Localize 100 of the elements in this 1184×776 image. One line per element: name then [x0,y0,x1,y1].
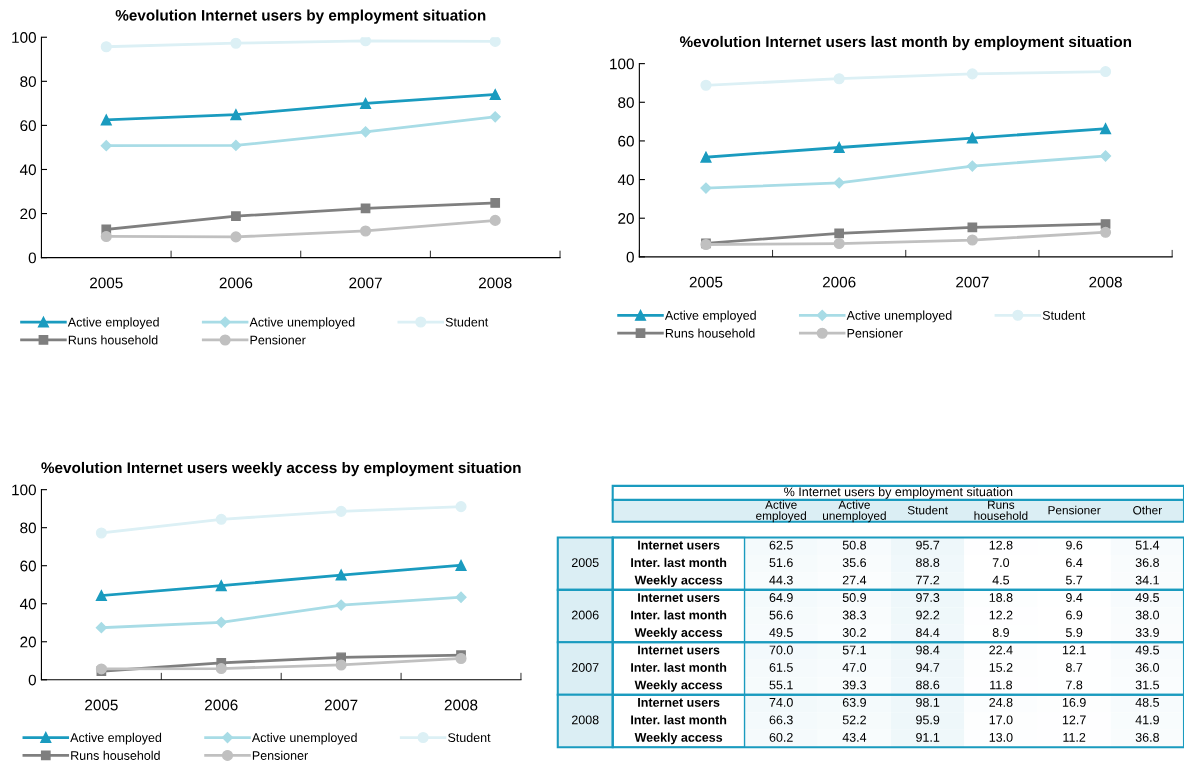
y-tick-label: 0 [626,251,634,263]
data-label: 56.6 [769,610,793,620]
y-tick-label: 40 [19,598,36,610]
data-label: 15.2 [989,663,1013,672]
data-label: 51.6 [769,558,793,568]
x-tick-label: 2006 [205,699,238,711]
data-label: 4.5 [992,575,1010,585]
data-label: 6.9 [1066,610,1083,620]
data-label: 5.9 [1065,628,1083,637]
data-label: 12.2 [989,610,1013,620]
data-label: 74.0 [769,698,793,707]
data-label: 38.0 [1135,610,1160,620]
data-label: 48.5 [1135,698,1160,707]
data-label: 17.0 [989,715,1013,725]
legend-label: Active unemployed [249,317,355,330]
y2-tick-label: 2008 [571,715,599,725]
x-tick-label: 2008 [444,699,478,711]
legend-label: Student [445,317,489,327]
data-label: 57.1 [842,645,866,655]
data-label: 52.2 [842,715,866,725]
data-label: 51.4 [1135,540,1160,550]
y-tick-label: Inter. last month [631,610,727,620]
legend-label: Active employed [664,310,756,323]
data-label: 9.4 [1066,593,1083,602]
legend-label: Pensioner [847,328,903,338]
y-tick-label: 60 [20,120,36,132]
y-tick-label: Internet users [638,645,720,655]
x-tick-label: 2005 [689,276,723,288]
data-label: 8.7 [1065,663,1083,672]
data-label: 66.3 [769,715,793,725]
data-label: 50.8 [842,540,867,550]
x-tick-label: 2007 [956,276,989,288]
data-label: 9.6 [1066,540,1083,550]
data-label: 34.1 [1135,575,1159,585]
legend-label: Student [1042,310,1086,320]
y-tick-label: Internet users [638,593,720,602]
data-label: 98.1 [916,698,940,707]
data-label: 18.8 [989,593,1013,602]
data-label: 24.8 [989,698,1013,707]
data-label: 36.8 [1135,732,1159,742]
legend-label: Runs household [665,328,755,338]
y-tick-label: 100 [12,32,36,43]
data-label: 95.7 [916,540,940,550]
data-label: 30.2 [842,628,866,637]
chart-title: % Internet users by employment situation [784,487,1013,499]
x-tick-label: 2008 [1089,276,1122,288]
y2-tick-label: 2007 [571,663,599,672]
data-label: 38.3 [842,610,867,620]
y-tick-label: 0 [28,674,36,686]
data-label: 92.2 [916,610,940,620]
legend-label: Student [448,732,491,743]
x-tick-label: 2006 [822,276,856,288]
data-label: 36.0 [1135,663,1160,672]
data-label: 88.6 [916,680,940,690]
data-label: 6.4 [1066,558,1083,568]
x-tick-label: Student [907,505,948,515]
legend-label: Pensioner [252,750,308,760]
data-label: 94.7 [916,663,940,672]
data-label: 60.2 [769,732,793,742]
data-label: 39.3 [842,680,867,690]
x-tick-label: Other [1133,505,1162,515]
data-label: 12.8 [989,540,1013,550]
data-label: 98.4 [916,645,940,655]
data-label: 55.1 [769,680,793,690]
x-tick-label: 2007 [349,277,382,289]
y-tick-label: 80 [618,97,634,108]
data-label: 61.5 [769,663,793,672]
y-tick-label: 40 [19,164,36,176]
data-label: 88.8 [916,558,940,568]
data-label: 97.3 [916,593,940,602]
y-tick-label: 0 [28,252,36,264]
data-label: 70.0 [769,645,793,655]
data-label: 7.0 [992,558,1010,568]
data-label: 77.2 [916,575,940,585]
y-tick-label: 100 [610,58,634,70]
data-label: 13.0 [989,732,1013,742]
data-label: 35.6 [842,558,867,568]
x-tick-label: 2008 [478,277,512,289]
x-tick-label: Runs household [974,500,1028,520]
data-label: 47.0 [842,663,867,672]
data-label: 11.8 [990,680,1013,690]
data-label: 91.1 [916,732,940,742]
y-tick-label: Weekly access [634,732,723,745]
y-tick-label: 80 [20,522,36,534]
chart-title: %evolution Internet users last month by employment situation [679,35,1132,51]
data-label: 11.2 [1063,732,1086,742]
y-tick-label: 100 [12,484,36,496]
data-label: 41.9 [1135,715,1159,725]
y-tick-label: Internet users [638,698,720,707]
data-label: 7.8 [1066,680,1083,690]
y-tick-label: 80 [20,76,36,88]
y-tick-label: Inter. last month [631,715,727,725]
data-label: 64.9 [769,593,793,602]
y2-tick-label: 2006 [571,610,599,620]
y-tick-label: 20 [20,636,36,648]
x-tick-label: Pensioner [1048,505,1101,515]
data-label: 62.5 [769,540,793,550]
data-label: 50.9 [842,593,866,602]
legend-label: Runs household [68,335,158,345]
x-tick-label: 2007 [324,699,358,711]
